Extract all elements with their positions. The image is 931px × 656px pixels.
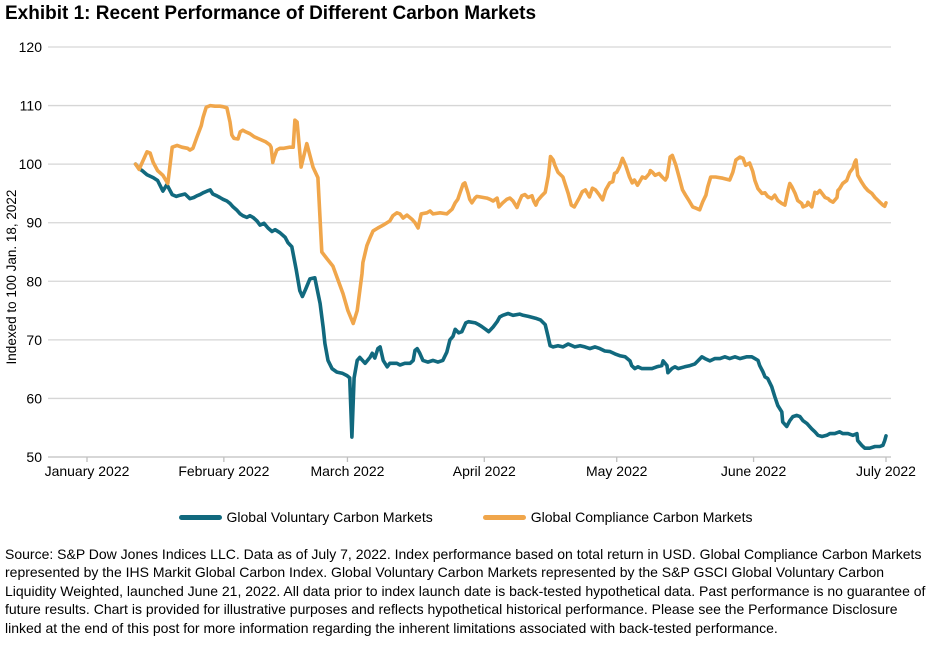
y-axis-title: Indexed to 100 Jan. 18, 2022 (4, 190, 19, 365)
y-tick-label-90: 90 (26, 215, 42, 231)
legend-item-voluntary: Global Voluntary Carbon Markets (178, 509, 433, 525)
y-tick-label-100: 100 (19, 156, 43, 172)
y-tick-label-120: 120 (19, 39, 43, 55)
x-tick-label: March 2022 (310, 463, 384, 479)
y-tick-label-50: 50 (26, 449, 42, 465)
series-line-voluntary (133, 162, 888, 451)
voluntary-series-swatch-icon (178, 514, 222, 520)
chart-legend: Global Voluntary Carbon Markets Global C… (0, 509, 931, 525)
x-tick-label: January 2022 (45, 463, 130, 479)
compliance-series-swatch-icon (482, 514, 526, 520)
y-tick-label-70: 70 (26, 332, 42, 348)
legend-item-compliance: Global Compliance Carbon Markets (482, 509, 753, 525)
y-tick-label-110: 110 (20, 98, 43, 114)
page-title: Exhibit 1: Recent Performance of Differe… (5, 3, 537, 24)
x-tick-label: June 2022 (721, 463, 787, 479)
series-line-compliance (133, 103, 888, 326)
legend-label-compliance: Global Compliance Carbon Markets (530, 509, 753, 525)
source-disclosure-text: Source: S&P Dow Jones Indices LLC. Data … (5, 546, 926, 636)
legend-label-voluntary: Global Voluntary Carbon Markets (226, 509, 433, 525)
x-tick-label: April 2022 (453, 463, 516, 479)
x-tick-label: May 2022 (586, 463, 648, 479)
y-tick-label-80: 80 (26, 273, 42, 289)
x-tick-label: July 2022 (856, 463, 916, 479)
y-tick-label-60: 60 (26, 390, 42, 406)
line-chart-canvas: 50 60 70 80 90 100 110 120 January 2022 February … (4, 39, 916, 479)
x-tick-label: February 2022 (178, 463, 269, 479)
